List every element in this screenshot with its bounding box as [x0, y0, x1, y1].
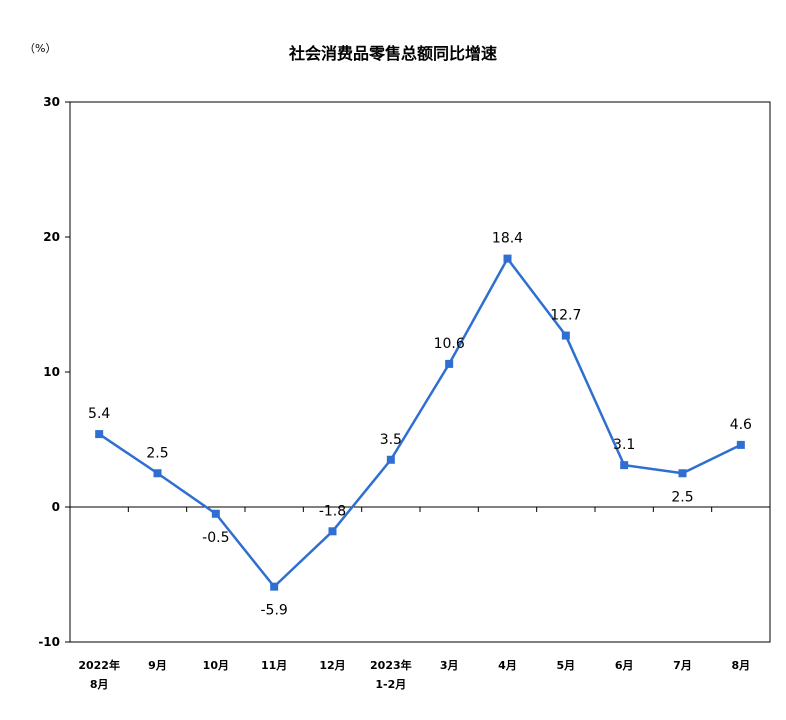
plot-frame: [69, 101, 771, 643]
data-point: [503, 254, 512, 263]
y-tick-label: 0: [52, 500, 60, 514]
data-point: [736, 440, 745, 449]
data-label: 2.5: [146, 445, 168, 461]
data-point: [270, 582, 279, 591]
data-label: 3.5: [380, 432, 402, 448]
x-axis-ticks: 2022年 8月 9月 10月 11月 12月 2023年 1-2月 3月 4月 5月 6月 7月 8月: [69, 507, 771, 691]
x-tick-label: 8月: [732, 659, 751, 672]
data-point: [328, 527, 337, 536]
data-label: -5.9: [261, 603, 288, 619]
x-tick-label: 8月: [90, 678, 109, 691]
x-tick-label: 7月: [673, 659, 692, 672]
series-layer: [95, 254, 745, 591]
data-point: [95, 430, 104, 439]
y-axis-ticks: 30 20 10 0 -10: [38, 95, 70, 649]
y-tick-label: -10: [38, 635, 60, 649]
x-tick-label: 2023年: [370, 658, 412, 672]
data-point: [620, 461, 629, 470]
x-tick-label: 6月: [615, 659, 634, 672]
data-label: 3.1: [613, 437, 635, 453]
y-unit-label: （%）: [24, 42, 57, 55]
data-point: [386, 455, 395, 464]
x-tick-label: 3月: [440, 659, 459, 672]
data-label: 18.4: [492, 231, 523, 247]
y-tick-label: 20: [43, 230, 60, 244]
data-point: [153, 469, 162, 478]
data-label: -0.5: [202, 530, 229, 546]
x-tick-label: 9月: [148, 659, 167, 672]
series-line: [98, 257, 742, 588]
chart-title: 社会消费品零售总额同比增速: [288, 44, 497, 63]
data-label: 10.6: [434, 336, 465, 352]
x-tick-label: 5月: [557, 659, 576, 672]
data-label: -1.8: [319, 503, 346, 519]
x-tick-label: 11月: [261, 659, 287, 672]
data-point: [211, 509, 220, 518]
data-label: 4.6: [730, 417, 752, 433]
x-tick-label: 12月: [319, 659, 345, 672]
y-tick-label: 10: [43, 365, 60, 379]
data-label: 12.7: [550, 308, 581, 324]
data-labels: 5.4 2.5 -0.5 -5.9 -1.8 3.5 10.6 18.4 12.7 3.1 2.5 4…: [88, 231, 752, 619]
x-tick-label: 1-2月: [375, 678, 406, 691]
data-point: [678, 469, 687, 478]
x-tick-label: 2022年: [78, 658, 120, 672]
x-tick-label: 10月: [203, 659, 229, 672]
x-tick-label: 4月: [498, 659, 517, 672]
data-point: [445, 359, 454, 368]
data-label: 2.5: [671, 489, 693, 505]
y-tick-label: 30: [43, 95, 60, 109]
data-label: 5.4: [88, 406, 110, 422]
data-point: [561, 331, 570, 340]
